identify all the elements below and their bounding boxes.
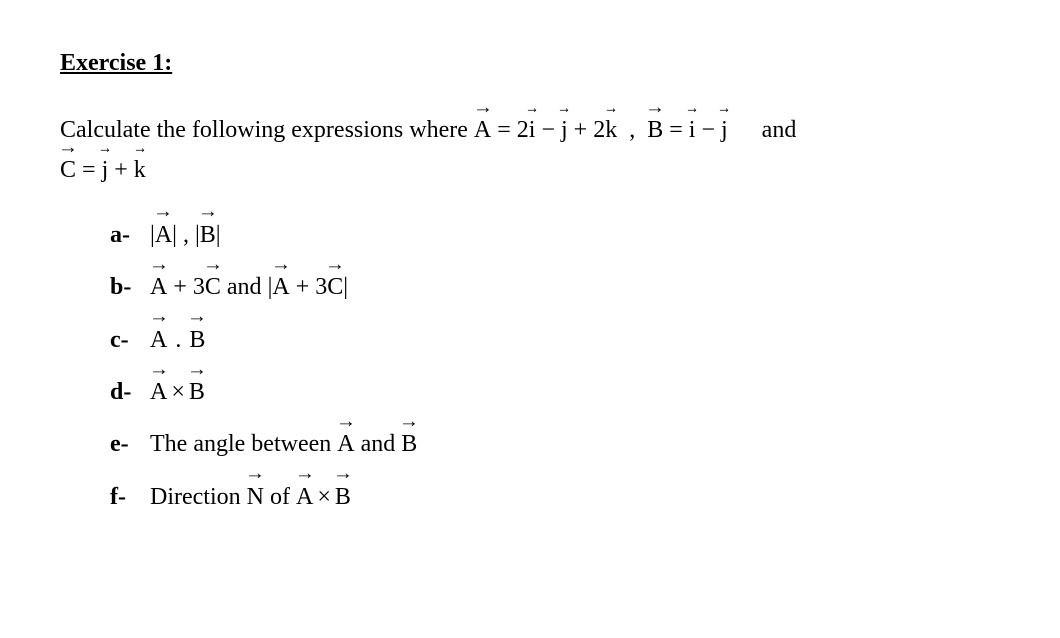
vector-b: B: [401, 425, 417, 463]
item-d-marker: d-: [110, 373, 138, 411]
comma: ,: [623, 117, 641, 143]
item-a-marker: a-: [110, 216, 138, 254]
coef-3: 3: [193, 274, 205, 300]
vector-c: C: [327, 268, 343, 306]
unit-j: j: [102, 151, 109, 189]
item-e: e- The angle between A and B: [110, 425, 1000, 463]
plus: +: [173, 274, 193, 300]
item-b-marker: b-: [110, 268, 138, 306]
unit-j: j: [561, 111, 568, 149]
minus: −: [541, 117, 561, 143]
item-f-content: Direction N of A×B: [150, 478, 351, 516]
vector-b: B: [189, 373, 205, 411]
coef-2: 2: [517, 117, 529, 143]
vector-a: A: [155, 216, 172, 254]
and-word: and: [762, 117, 797, 143]
coef-3: 3: [315, 274, 327, 300]
item-a: a- |A| , |B|: [110, 216, 1000, 254]
abs-close: |: [172, 222, 177, 248]
unit-k: k: [134, 151, 146, 189]
unit-i: i: [529, 111, 536, 149]
plus: +: [574, 117, 594, 143]
vector-n: N: [247, 478, 264, 516]
comma: ,: [183, 222, 195, 248]
item-f-of: of: [270, 484, 296, 510]
item-b: b- A + 3C and |A + 3C|: [110, 268, 1000, 306]
vector-a: A: [337, 425, 354, 463]
item-f: f- Direction N of A×B: [110, 478, 1000, 516]
item-d-content: A×B: [150, 373, 205, 411]
item-e-content: The angle between A and B: [150, 425, 417, 463]
equals: =: [82, 157, 102, 183]
item-c: c- A . B: [110, 321, 1000, 359]
vector-a: A: [150, 373, 167, 411]
unit-k: k: [605, 111, 617, 149]
and-word: and: [227, 274, 268, 300]
intro-lead: Calculate the following expressions wher…: [60, 117, 474, 143]
unit-i: i: [689, 111, 696, 149]
item-e-and: and: [361, 431, 402, 457]
vector-c: C: [60, 151, 76, 189]
item-d: d- A×B: [110, 373, 1000, 411]
vector-b: B: [200, 216, 216, 254]
vector-b: B: [189, 321, 205, 359]
abs-close: |: [216, 222, 221, 248]
vector-b: B: [647, 111, 663, 149]
page: Exercise 1: Calculate the following expr…: [0, 0, 1060, 516]
abs-close: |: [343, 274, 348, 300]
vector-a: A: [150, 268, 167, 306]
intro-line-1: Calculate the following expressions wher…: [60, 111, 1000, 149]
item-a-content: |A| , |B|: [150, 216, 221, 254]
item-f-pre: Direction: [150, 484, 247, 510]
vector-a: A: [150, 321, 167, 359]
exercise-title: Exercise 1:: [60, 50, 1000, 77]
dot-operator: .: [169, 327, 187, 353]
item-e-marker: e-: [110, 425, 138, 463]
vector-a: A: [296, 478, 313, 516]
question-list: a- |A| , |B| b- A + 3C and |A + 3C| c-: [60, 216, 1000, 516]
cross-operator: ×: [171, 379, 185, 405]
item-f-marker: f-: [110, 478, 138, 516]
item-c-content: A . B: [150, 321, 205, 359]
unit-j: j: [721, 111, 728, 149]
vector-a: A: [272, 268, 289, 306]
intro-line-2: C = j + k: [60, 151, 1000, 189]
cross-operator: ×: [317, 484, 331, 510]
vector-b: B: [335, 478, 351, 516]
coef-2k: 2: [593, 117, 605, 143]
equals: =: [497, 117, 517, 143]
equals: =: [669, 117, 689, 143]
item-c-marker: c-: [110, 321, 138, 359]
vector-c: C: [205, 268, 221, 306]
plus: +: [296, 274, 316, 300]
vector-a: A: [474, 111, 491, 149]
item-e-pre: The angle between: [150, 431, 337, 457]
minus: −: [701, 117, 721, 143]
item-b-content: A + 3C and |A + 3C|: [150, 268, 348, 306]
plus: +: [114, 157, 134, 183]
